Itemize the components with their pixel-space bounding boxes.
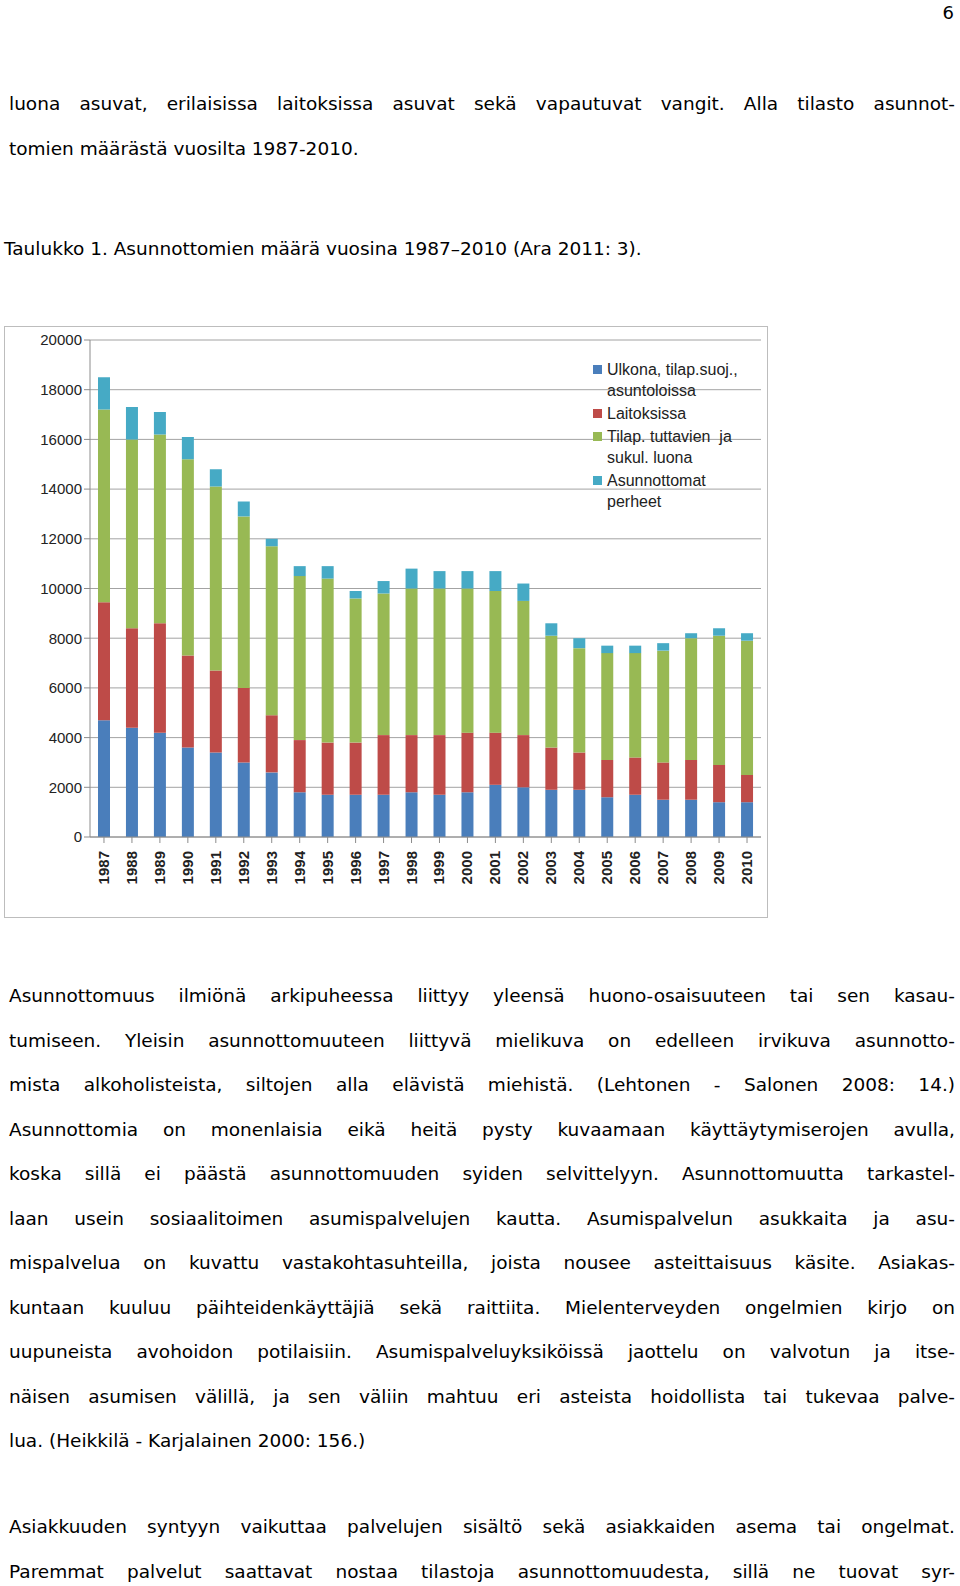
- svg-text:2007: 2007: [654, 851, 671, 884]
- html-text:mispalvelua on kuvattu vastako: mispalvelua on kuvattu vastakohtasuhteil…: [9, 1252, 955, 1273]
- html-text:luona asuvat, erilaisissa lait: luona asuvat, erilaisissa laitoksissa as…: [9, 93, 955, 114]
- svg-text:2004: 2004: [570, 850, 587, 884]
- svg-text:2002: 2002: [514, 851, 531, 884]
- html-text:Asiakkuuden syntyyn vaikuttaa: Asiakkuuden syntyyn vaikuttaa palvelujen…: [9, 1516, 955, 1537]
- svg-text:1996: 1996: [347, 851, 364, 884]
- svg-text:1997: 1997: [375, 851, 392, 884]
- html-text:Asunnottomia on monenlaisia ei: Asunnottomia on monenlaisia eikä heitä p…: [9, 1118, 955, 1140]
- svg-text:1999: 1999: [430, 851, 447, 884]
- svg-text:0: 0: [74, 828, 82, 845]
- html-text:laan usein sosiaalitoimen asum: laan usein sosiaalitoimen asumispalveluj…: [9, 1207, 955, 1229]
- svg-text:6000: 6000: [49, 679, 82, 696]
- html-text:Paremmat palvelut saattavat no: Paremmat palvelut saattavat nostaa tilas…: [9, 1560, 955, 1582]
- html-text:Laitoksissa: Laitoksissa: [607, 405, 687, 422]
- html-text:Asunnottomat perheet: Asunnottomat perheet: [607, 472, 711, 510]
- svg-text:1995: 1995: [319, 851, 336, 884]
- svg-text:12000: 12000: [40, 530, 82, 547]
- svg-text:1993: 1993: [263, 851, 280, 884]
- svg-text:2006: 2006: [626, 851, 643, 884]
- html-text:tomien määrästä vuosilta 1987-: tomien määrästä vuosilta 1987-2010.: [9, 137, 359, 159]
- svg-text:2000: 2000: [458, 851, 475, 884]
- svg-text:2009: 2009: [710, 851, 727, 884]
- svg-text:2003: 2003: [542, 851, 559, 884]
- svg-text:2005: 2005: [598, 851, 615, 884]
- svg-text:16000: 16000: [40, 431, 82, 448]
- html-text:Tilap. tuttavien ja sukul. luo: Tilap. tuttavien ja sukul. luona: [607, 428, 737, 466]
- svg-text:4000: 4000: [49, 729, 82, 746]
- svg-text:1988: 1988: [123, 851, 140, 884]
- svg-text:1987: 1987: [95, 851, 112, 884]
- svg-text:1992: 1992: [235, 851, 252, 884]
- html-text:koska sillä ei päästä asunnott: koska sillä ei päästä asunnottomuuden sy…: [9, 1163, 955, 1184]
- svg-text:8000: 8000: [49, 630, 82, 647]
- html-text:lua. (Heikkilä - Karjalainen 2: lua. (Heikkilä - Karjalainen 2000: 156.): [9, 1430, 366, 1451]
- svg-text:1994: 1994: [291, 850, 308, 884]
- svg-text:1989: 1989: [151, 851, 168, 884]
- svg-text:2000: 2000: [49, 779, 82, 796]
- html-text:uupuneista avohoidon potilaisi: uupuneista avohoidon potilaisiin. Asumis…: [9, 1341, 955, 1362]
- html-text:näisen asumisen välillä, ja se: näisen asumisen välillä, ja sen väliin m…: [9, 1385, 955, 1407]
- html-text:Asunnottomuus ilmiönä arkipuhe: Asunnottomuus ilmiönä arkipuheessa liitt…: [9, 985, 955, 1006]
- svg-text:20000: 20000: [40, 331, 82, 348]
- svg-text:18000: 18000: [40, 381, 82, 398]
- html-text:Ulkona, tilap.suoj., asuntoloi: Ulkona, tilap.suoj., asuntoloissa: [607, 361, 743, 399]
- svg-text:2008: 2008: [682, 851, 699, 884]
- svg-text:1991: 1991: [207, 851, 224, 884]
- svg-text:2010: 2010: [738, 851, 755, 884]
- html-text:tumiseen. Yleisin asunnottomuu: tumiseen. Yleisin asunnottomuuteen liitt…: [9, 1029, 955, 1051]
- html-text:kuntaan kuuluu päihteidenkäytt: kuntaan kuuluu päihteidenkäyttäjiä sekä …: [9, 1296, 955, 1318]
- svg-text:10000: 10000: [40, 580, 82, 597]
- svg-text:1990: 1990: [179, 851, 196, 884]
- html-text:Taulukko 1. Asunnottomien määr: Taulukko 1. Asunnottomien määrä vuosina …: [4, 238, 642, 259]
- svg-text:1998: 1998: [403, 851, 420, 884]
- svg-text:14000: 14000: [40, 480, 82, 497]
- html-text:6: 6: [942, 2, 954, 23]
- html-text:mista alkoholisteista, siltoje: mista alkoholisteista, siltojen alla elä…: [9, 1074, 955, 1095]
- svg-text:2001: 2001: [486, 851, 503, 884]
